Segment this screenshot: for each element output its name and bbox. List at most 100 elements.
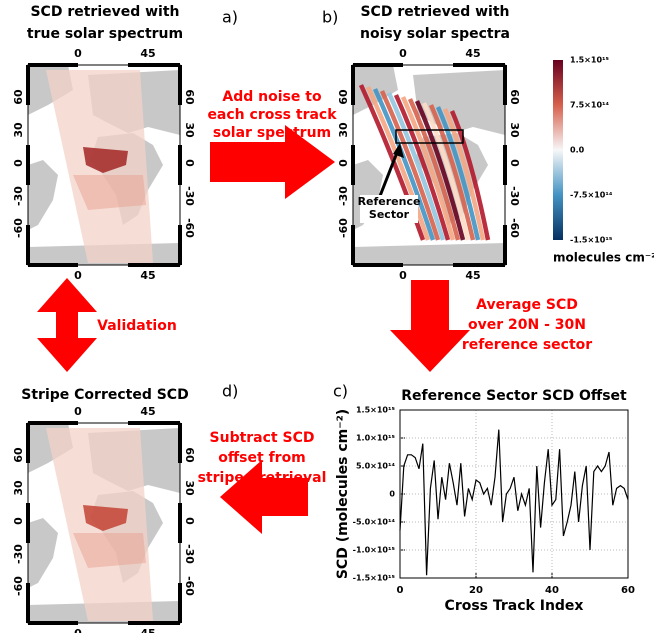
colorbar-label: -7.5×10¹⁴ (570, 191, 613, 200)
colorbar-label: 1.5×10¹⁵ (570, 56, 610, 65)
arrow-down (390, 280, 470, 372)
lat-label: -30 (337, 186, 350, 206)
panel-title: SCD retrieved with (30, 4, 179, 20)
lat-label: -60 (12, 576, 25, 596)
lon-label: 45 (140, 269, 155, 282)
lon-label: 45 (140, 47, 155, 60)
arrow-text: Validation (97, 318, 177, 334)
lat-label: -60 (337, 218, 350, 238)
x-tick-label: 40 (545, 585, 559, 596)
land (28, 518, 58, 588)
lat-label: -60 (12, 218, 25, 238)
lat-label: 60 (337, 89, 350, 105)
x-tick-label: 20 (469, 585, 483, 596)
colorbar-label: 0.0 (570, 146, 585, 155)
reference-label: Reference (358, 195, 421, 208)
lon-label: 45 (140, 627, 155, 633)
arrow-text: reference sector (462, 337, 592, 353)
pointer (378, 149, 400, 197)
lat-label: -60 (183, 218, 196, 238)
lat-label: -60 (508, 218, 521, 238)
data-line (399, 429, 629, 576)
arrow-text: offset from (218, 450, 306, 466)
swath-stripe (421, 102, 471, 241)
map (26, 63, 182, 267)
swath-stripe (442, 108, 486, 241)
arrow-text: over 20N - 30N (468, 317, 586, 333)
panel-label: c) (333, 382, 348, 401)
lat-label: -60 (183, 576, 196, 596)
swath-stripe (428, 104, 476, 241)
panel-title: noisy solar spectra (360, 26, 510, 42)
panel-label: b) (322, 8, 338, 27)
y-tick-label: -1.5×10¹⁵ (353, 574, 396, 583)
swath-stripe (449, 110, 491, 241)
y-tick-label: -5.0×10¹⁴ (353, 518, 396, 527)
arrow-text: each cross track (207, 107, 337, 123)
y-axis-label: SCD (molecules cm⁻²) (335, 409, 351, 579)
lon-label: 0 (399, 47, 407, 60)
lat-label: 0 (183, 159, 196, 167)
map (351, 63, 507, 267)
y-tick-label: 1.5×10¹⁵ (356, 406, 396, 415)
lat-label: 0 (12, 159, 25, 167)
y-tick-label: 1.0×10¹⁵ (356, 434, 396, 443)
lat-label: -30 (12, 186, 25, 206)
panel-title: Stripe Corrected SCD (21, 387, 188, 403)
lat-label: 60 (508, 89, 521, 105)
lat-label: 30 (508, 122, 521, 138)
swath-stripe (393, 94, 451, 241)
lat-label: 30 (183, 480, 196, 496)
lat-label: -30 (183, 544, 196, 564)
chart-title: Reference Sector SCD Offset (401, 388, 627, 404)
lon-label: 45 (465, 269, 480, 282)
swath-hot (83, 147, 128, 173)
swath-stripe (400, 96, 456, 241)
lat-label: 60 (12, 447, 25, 463)
arrow-text: striped retrieval (198, 470, 327, 486)
swath-stripe (365, 86, 431, 241)
panel-title: true solar spectrum (27, 26, 183, 42)
label-bg (360, 195, 418, 223)
lon-label: 0 (74, 269, 82, 282)
lon-label: 0 (74, 627, 82, 633)
x-tick-label: 0 (397, 585, 404, 596)
lon-label: 0 (74, 405, 82, 418)
arrow-left (220, 460, 308, 534)
panel-title: SCD retrieved with (360, 4, 509, 20)
lat-label: 30 (183, 122, 196, 138)
swath-stripe (407, 98, 461, 241)
panel-label: d) (222, 382, 238, 401)
swath-stripe (372, 88, 436, 241)
arrow-right (210, 125, 335, 199)
lat-label: 60 (183, 447, 196, 463)
swath-stripe (414, 100, 466, 241)
lat-label: 0 (12, 517, 25, 525)
map (26, 421, 182, 625)
lon-label: 45 (465, 47, 480, 60)
swath-band (73, 175, 146, 210)
swath-stripe (435, 106, 481, 241)
x-tick-label: 60 (621, 585, 635, 596)
swath-hot (83, 505, 128, 531)
colorbar-unit: molecules cm⁻² (553, 251, 654, 265)
lat-label: 0 (508, 159, 521, 167)
lon-label: 0 (399, 269, 407, 282)
lat-label: -30 (12, 544, 25, 564)
lat-label: -30 (508, 186, 521, 206)
arrow-text: Subtract SCD (210, 430, 315, 446)
colorbar-label: 7.5×10¹⁴ (570, 101, 610, 110)
lat-label: -30 (183, 186, 196, 206)
swath-stripe (386, 92, 446, 241)
lon-label: 45 (140, 405, 155, 418)
colorbar-label: -1.5×10¹⁵ (570, 236, 613, 245)
lat-label: 0 (337, 159, 350, 167)
lat-label: 30 (337, 122, 350, 138)
lon-label: 0 (74, 47, 82, 60)
swath-stripe (379, 90, 441, 241)
land (353, 243, 505, 265)
arrow-double (37, 278, 97, 372)
colorbar (553, 60, 563, 240)
land (28, 160, 58, 230)
